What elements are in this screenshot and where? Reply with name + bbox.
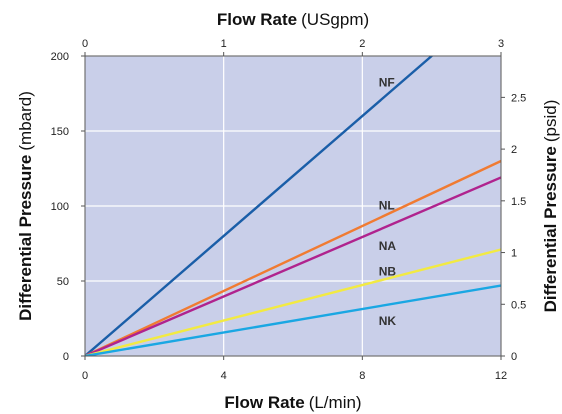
series-label-nb: NB xyxy=(379,265,397,279)
y-left-tick-label: 100 xyxy=(51,201,69,213)
series-lines xyxy=(85,56,501,356)
x-bottom-tick-label: 0 xyxy=(82,370,88,382)
series-label-nf: NF xyxy=(379,76,395,90)
left-axis-title: Differential Pressure(mbard) xyxy=(16,91,35,321)
y-left-tick-label: 0 xyxy=(63,351,69,363)
series-label-nl: NL xyxy=(379,199,395,213)
series-line-na xyxy=(85,176,501,356)
x-top-tick-label: 0 xyxy=(82,38,88,50)
top-axis-title: Flow Rate (USgpm) xyxy=(217,10,369,29)
x-top-tick-label: 1 xyxy=(221,38,227,50)
x-top-tick-label: 3 xyxy=(498,38,504,50)
x-top-tick-label: 2 xyxy=(359,38,365,50)
series-line-nk xyxy=(85,284,501,356)
y-right-tick-label: 0.5 xyxy=(511,299,526,311)
right-axis-title: Differential Pressure(psid) xyxy=(541,100,560,313)
x-bottom-tick-label: 8 xyxy=(359,370,365,382)
y-left-tick-label: 200 xyxy=(51,51,69,63)
x-bottom-tick-label: 4 xyxy=(221,370,227,382)
y-right-tick-label: 2 xyxy=(511,144,517,156)
series-labels: NF NL NA NB NK xyxy=(379,76,397,329)
y-right-tick-label: 1 xyxy=(511,248,517,260)
y-right-tick-label: 0 xyxy=(511,351,517,363)
y-left-tick-label: 50 xyxy=(57,276,69,288)
series-label-na: NA xyxy=(379,239,397,253)
y-right-tick-label: 2.5 xyxy=(511,92,526,104)
series-line-nb xyxy=(85,248,501,356)
series-line-nf xyxy=(85,56,433,356)
series-line-nl xyxy=(85,159,501,356)
series-label-nk: NK xyxy=(379,314,397,328)
bottom-axis-title: Flow Rate (L/min) xyxy=(224,393,361,412)
y-right-tick-label: 1.5 xyxy=(511,196,526,208)
x-bottom-tick-label: 12 xyxy=(495,370,507,382)
y-left-tick-label: 150 xyxy=(51,126,69,138)
